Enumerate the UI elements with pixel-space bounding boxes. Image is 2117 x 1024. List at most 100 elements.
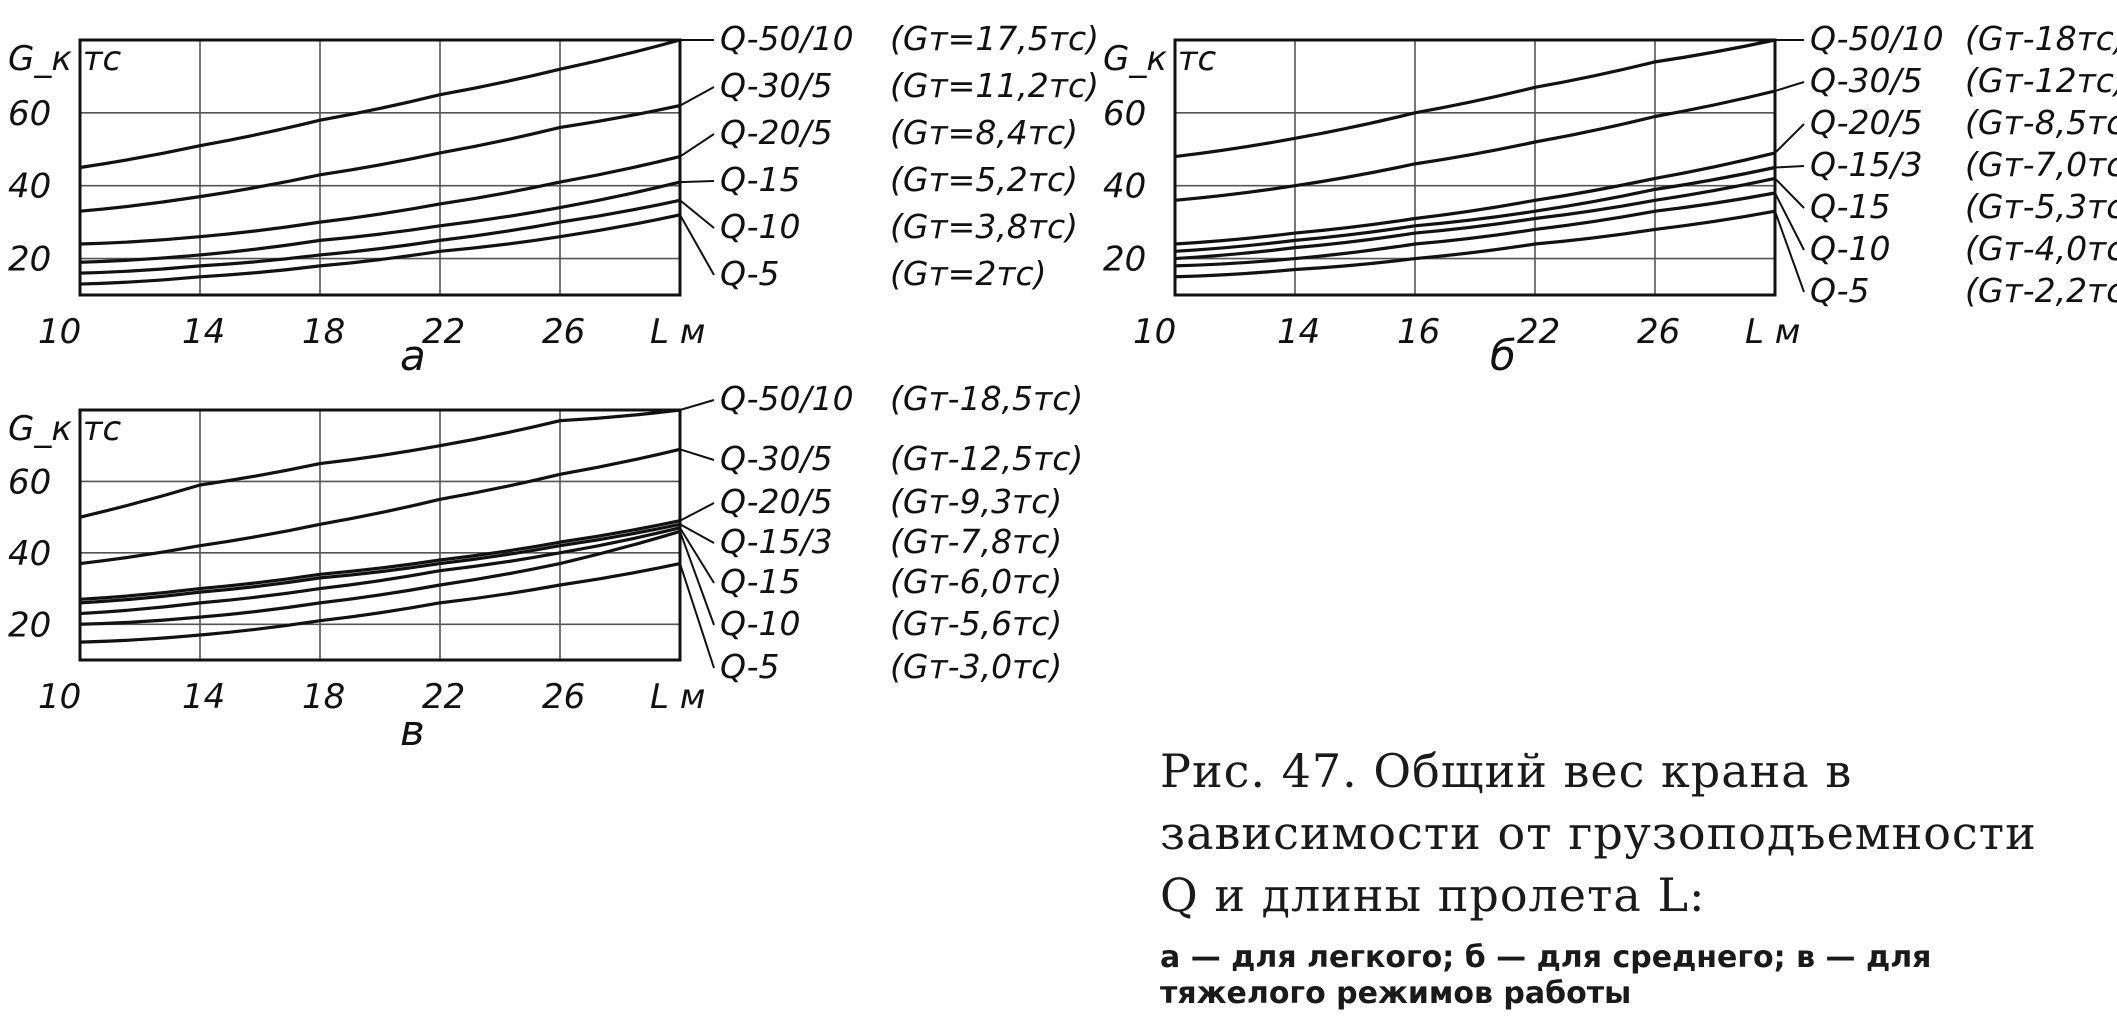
series-leader — [679, 448, 715, 461]
series-leader — [1774, 81, 1805, 92]
series-label: Q-15 — [1810, 187, 1891, 226]
y-axis-label: G_к тс — [1103, 39, 1216, 79]
y-tick-label: 40 — [8, 167, 51, 207]
series-leader — [679, 214, 715, 276]
x-tick-label: 26 — [542, 677, 585, 717]
y-tick-label: 60 — [1103, 94, 1146, 134]
series-line — [1174, 209, 1776, 279]
caption-main: Рис. 47. Общий вес крана в зависимости о… — [1160, 744, 2037, 922]
y-axis-label: G_к тс — [8, 39, 121, 79]
series-note: (Gт-8,5тс) — [1965, 103, 2117, 142]
series-leader — [1774, 123, 1805, 154]
series-label: Q-20/5 — [1810, 103, 1923, 142]
series-line — [1174, 176, 1776, 261]
series-note: (Gт-12,5тс) — [890, 439, 1083, 478]
series-note: (Gт-4,0тс) — [1965, 229, 2117, 268]
series-line — [79, 519, 681, 601]
series-label: Q-5 — [720, 254, 780, 293]
figure-caption: Рис. 47. Общий вес крана в зависимости о… — [1160, 740, 2080, 1012]
series-leader — [1774, 210, 1805, 293]
x-tick-label: 22 — [422, 677, 465, 717]
series-note: (Gт-12тс) — [1965, 61, 2117, 100]
x-tick-label: 10 — [38, 312, 81, 352]
x-tick-label: 14 — [182, 677, 225, 717]
chart-panel-3: 10 14 18 22 26 L м 20 40 60 G_к тс Q-50/10 (Gт-18,5… — [8, 379, 1083, 755]
y-tick-label: 40 — [8, 534, 51, 574]
series-leader — [1774, 192, 1805, 251]
series-leader — [679, 399, 715, 411]
x-tick-label: 10 — [1133, 312, 1176, 352]
series-leader — [679, 199, 715, 229]
series-label: Q-30/5 — [1810, 61, 1923, 100]
series-leader — [1774, 177, 1805, 209]
series-label: Q-50/10 — [720, 19, 854, 58]
series-leader — [679, 531, 715, 626]
x-axis-label: L м — [650, 312, 705, 352]
y-tick-label: 20 — [1103, 240, 1146, 280]
series-line — [79, 529, 681, 626]
series-note: (Gт-3,0тс) — [890, 647, 1062, 686]
series-leader — [679, 133, 715, 158]
y-tick-label: 20 — [8, 240, 51, 280]
y-tick-label: 60 — [8, 462, 51, 502]
series-leader — [1774, 165, 1805, 169]
subplot-label: в — [400, 706, 425, 755]
y-tick-label: 20 — [8, 605, 51, 645]
x-tick-label: 26 — [542, 312, 585, 352]
series-leader — [679, 563, 715, 669]
x-tick-label: 18 — [302, 677, 345, 717]
series-line — [79, 38, 681, 170]
plot-frame — [78, 408, 682, 662]
x-tick-label: 22 — [1517, 312, 1560, 352]
series-note: (Gт-7,8тс) — [890, 522, 1062, 561]
series-line — [79, 447, 681, 566]
chart-panel-1: 10 14 18 22 26 L м 20 40 60 G_к тс Q-50/10 (Gт=17,5… — [8, 19, 1099, 380]
y-tick-label: 40 — [1103, 167, 1146, 207]
x-tick-label: 10 — [38, 677, 81, 717]
series-line — [79, 104, 681, 213]
series-label: Q-50/10 — [1810, 19, 1944, 58]
series-label: Q-20/5 — [720, 113, 833, 152]
series-line — [79, 155, 681, 246]
series-note: (Gт-2,2тс) — [1965, 271, 2117, 310]
series-note: (Gт-5,3тс) — [1965, 187, 2117, 226]
chart-panel-2: 10 14 16 22 26 L м 20 40 60 G_к тс Q-50/10 (Gт-18тс… — [1103, 19, 2117, 380]
series-note: (Gт=3,8тс) — [890, 207, 1078, 246]
x-tick-label: 18 — [302, 312, 345, 352]
series-line — [79, 562, 681, 644]
series-label: Q-30/5 — [720, 439, 833, 478]
series-label: Q-30/5 — [720, 66, 833, 105]
series-label: Q-10 — [720, 604, 801, 643]
series-note: (Gт=8,4тс) — [890, 113, 1078, 152]
y-axis-label: G_к тс — [8, 409, 121, 449]
series-line — [1174, 191, 1776, 268]
series-line — [79, 522, 681, 605]
x-tick-label: 14 — [182, 312, 225, 352]
subplot-label: а — [400, 331, 426, 380]
series-label: Q-20/5 — [720, 482, 833, 521]
series-note: (Gт-7,0тс) — [1965, 145, 2117, 184]
series-label: Q-15/3 — [1810, 145, 1923, 184]
series-line — [79, 198, 681, 275]
series-line — [79, 180, 681, 264]
series-label: Q-50/10 — [720, 379, 854, 418]
series-note: (Gт=5,2тс) — [890, 160, 1078, 199]
series-label: Q-15/3 — [720, 522, 833, 561]
series-leader — [679, 523, 715, 544]
series-note: (Gт-9,3тс) — [890, 482, 1062, 521]
x-tick-label: 14 — [1277, 312, 1320, 352]
series-line — [79, 408, 681, 519]
series-note: (Gт-5,6тс) — [890, 604, 1062, 643]
series-label: Q-5 — [1810, 271, 1870, 310]
caption-legend: а — для легкого; б — для среднего; в — д… — [1160, 940, 1932, 1011]
series-label: Q-10 — [1810, 229, 1891, 268]
series-line — [79, 213, 681, 286]
x-tick-label: 22 — [422, 312, 465, 352]
y-tick-label: 60 — [8, 94, 51, 134]
series-leader — [679, 86, 715, 107]
series-leader — [679, 180, 715, 184]
series-note: (Gт-6,0тс) — [890, 562, 1062, 601]
series-line — [1174, 89, 1776, 202]
series-note: (Gт=2тс) — [890, 254, 1047, 293]
